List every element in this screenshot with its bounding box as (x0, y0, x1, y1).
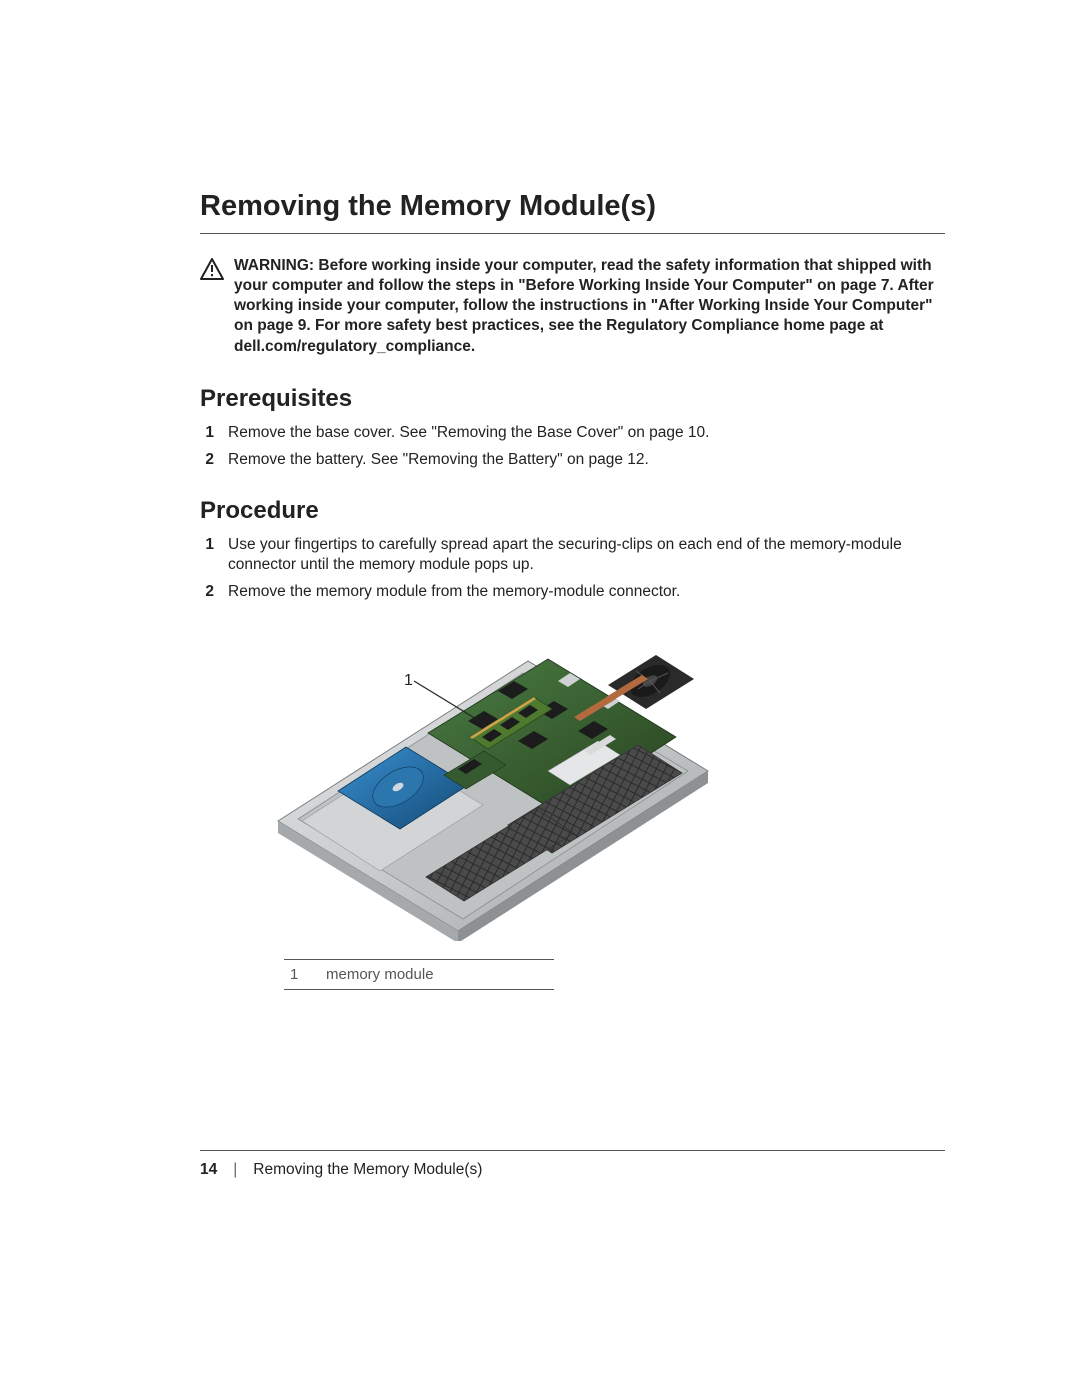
list-item: 2 Remove the memory module from the memo… (200, 582, 945, 603)
prerequisites-list: 1 Remove the base cover. See "Removing t… (200, 423, 945, 471)
page-footer: 14 | Removing the Memory Module(s) (200, 1150, 945, 1179)
list-item: 1 Remove the base cover. See "Removing t… (200, 423, 945, 444)
item-text: Use your fingertips to carefully spread … (228, 535, 945, 577)
figure: 1 1 memory module (228, 621, 945, 990)
legend-label: memory module (326, 966, 434, 983)
legend-number: 1 (290, 966, 302, 983)
callout-number: 1 (404, 672, 413, 689)
item-number: 1 (200, 423, 214, 444)
warning-icon (200, 258, 224, 280)
item-number: 2 (200, 582, 214, 603)
list-item: 2 Remove the battery. See "Removing the … (200, 450, 945, 471)
page-title: Removing the Memory Module(s) (200, 190, 945, 234)
page-content: Removing the Memory Module(s) WARNING: B… (200, 190, 945, 990)
procedure-heading: Procedure (200, 497, 945, 525)
warning-label: WARNING: (234, 257, 314, 274)
figure-legend: 1 memory module (284, 959, 554, 990)
warning-body: Before working inside your computer, rea… (234, 257, 934, 355)
warning-block: WARNING: Before working inside your comp… (200, 256, 945, 357)
item-text: Remove the battery. See "Removing the Ba… (228, 450, 945, 471)
item-number: 2 (200, 450, 214, 471)
item-text: Remove the memory module from the memory… (228, 582, 945, 603)
footer-separator: | (233, 1161, 237, 1179)
list-item: 1 Use your fingertips to carefully sprea… (200, 535, 945, 577)
laptop-internals-illustration: 1 (228, 621, 748, 941)
warning-text: WARNING: Before working inside your comp… (234, 256, 945, 357)
footer-title: Removing the Memory Module(s) (253, 1161, 482, 1179)
item-number: 1 (200, 535, 214, 556)
legend-row: 1 memory module (284, 959, 554, 990)
page-number: 14 (200, 1161, 217, 1179)
prerequisites-heading: Prerequisites (200, 385, 945, 413)
item-text: Remove the base cover. See "Removing the… (228, 423, 945, 444)
procedure-list: 1 Use your fingertips to carefully sprea… (200, 535, 945, 604)
